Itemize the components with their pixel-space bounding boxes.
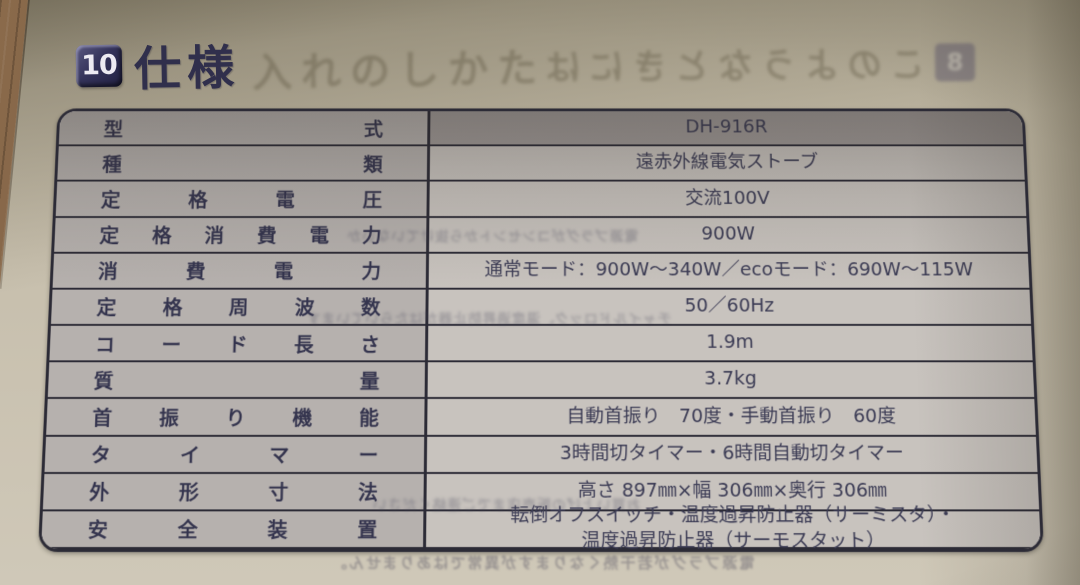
page-edge xyxy=(0,0,30,289)
row-label: 型式 xyxy=(59,111,431,144)
row-label: 消費電力 xyxy=(53,253,429,287)
row-label: 首振り機能 xyxy=(46,399,427,434)
row-label: 定格周波数 xyxy=(51,290,429,324)
row-value: 遠赤外線電気ストーブ xyxy=(430,146,1025,180)
manual-page: 10 仕様 入れのしかた 8 このようなときには 電源プラグが若干熱くなりますが… xyxy=(0,0,1080,585)
row-label: 外形寸法 xyxy=(43,474,427,510)
table-row-cord-length: コード長さ 1.9m xyxy=(49,326,1032,363)
row-label: タイマー xyxy=(45,436,428,471)
ghost-chapter-badge: 8 xyxy=(935,43,975,81)
row-label: 質量 xyxy=(48,362,428,397)
page-title: 仕様 xyxy=(133,29,240,100)
ghost-text-bottom: 電源プラグが若干熱くなりますが異常ではありません。 xyxy=(330,552,755,573)
table-row-power-consumption: 消費電力 通常モード：900W〜340W／ecoモード：690W〜115W xyxy=(52,253,1029,289)
table-row-rated-power: 定格消費電力 900W xyxy=(54,218,1028,254)
row-label: 安全装置 xyxy=(41,511,426,547)
table-row-weight: 質量 3.7kg xyxy=(48,362,1035,399)
ghost-text-beside-title: 入れのしかた xyxy=(252,35,547,98)
ghost-text: このようなときには xyxy=(538,37,925,91)
section-header: 10 仕様 xyxy=(75,29,240,101)
row-value: 900W xyxy=(429,218,1028,252)
row-label: 定格電圧 xyxy=(56,182,430,216)
row-value: 3.7kg xyxy=(428,362,1035,397)
row-value: DH-916R xyxy=(430,111,1023,144)
row-value: 1.9m xyxy=(428,326,1033,361)
row-value: 転倒オフスイッチ・温度過昇防止器（サーミスタ）・ 温度過昇防止器（サーモスタット… xyxy=(426,511,1041,547)
row-value: 通常モード：900W〜340W／ecoモード：690W〜115W xyxy=(429,253,1030,287)
chapter-number-badge: 10 xyxy=(76,44,123,87)
row-value: 3時間切タイマー・6時間自動切タイマー xyxy=(427,436,1038,471)
table-row-model: 型式 DH-916R xyxy=(59,111,1023,146)
table-row-rated-frequency: 定格周波数 50／60Hz xyxy=(51,290,1031,326)
table-row-safety-devices: 安全装置 転倒オフスイッチ・温度過昇防止器（サーミスタ）・ 温度過昇防止器（サー… xyxy=(41,511,1041,549)
table-row-type: 種類 遠赤外線電気ストーブ xyxy=(57,146,1025,181)
row-label: 種類 xyxy=(57,146,430,180)
row-value: 50／60Hz xyxy=(428,290,1031,324)
specification-table: 型式 DH-916R 種類 遠赤外線電気ストーブ 定格電圧 交流100V 定格消… xyxy=(38,108,1044,552)
table-row-rated-voltage: 定格電圧 交流100V xyxy=(56,182,1027,218)
row-label: 定格消費電力 xyxy=(54,218,429,252)
row-label: コード長さ xyxy=(49,326,428,361)
row-value: 自動首振り 70度・手動首振り 60度 xyxy=(427,399,1036,434)
ghost-text-top-right: 8 このようなときには xyxy=(538,36,975,91)
row-value: 交流100V xyxy=(429,182,1026,216)
table-row-timer: タイマー 3時間切タイマー・6時間自動切タイマー xyxy=(44,436,1037,473)
table-row-oscillation: 首振り機能 自動首振り 70度・手動首振り 60度 xyxy=(46,399,1036,436)
